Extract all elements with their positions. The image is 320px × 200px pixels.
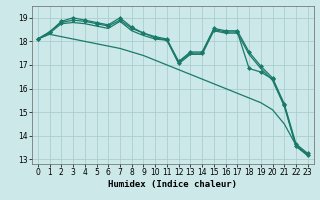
X-axis label: Humidex (Indice chaleur): Humidex (Indice chaleur): [108, 180, 237, 189]
